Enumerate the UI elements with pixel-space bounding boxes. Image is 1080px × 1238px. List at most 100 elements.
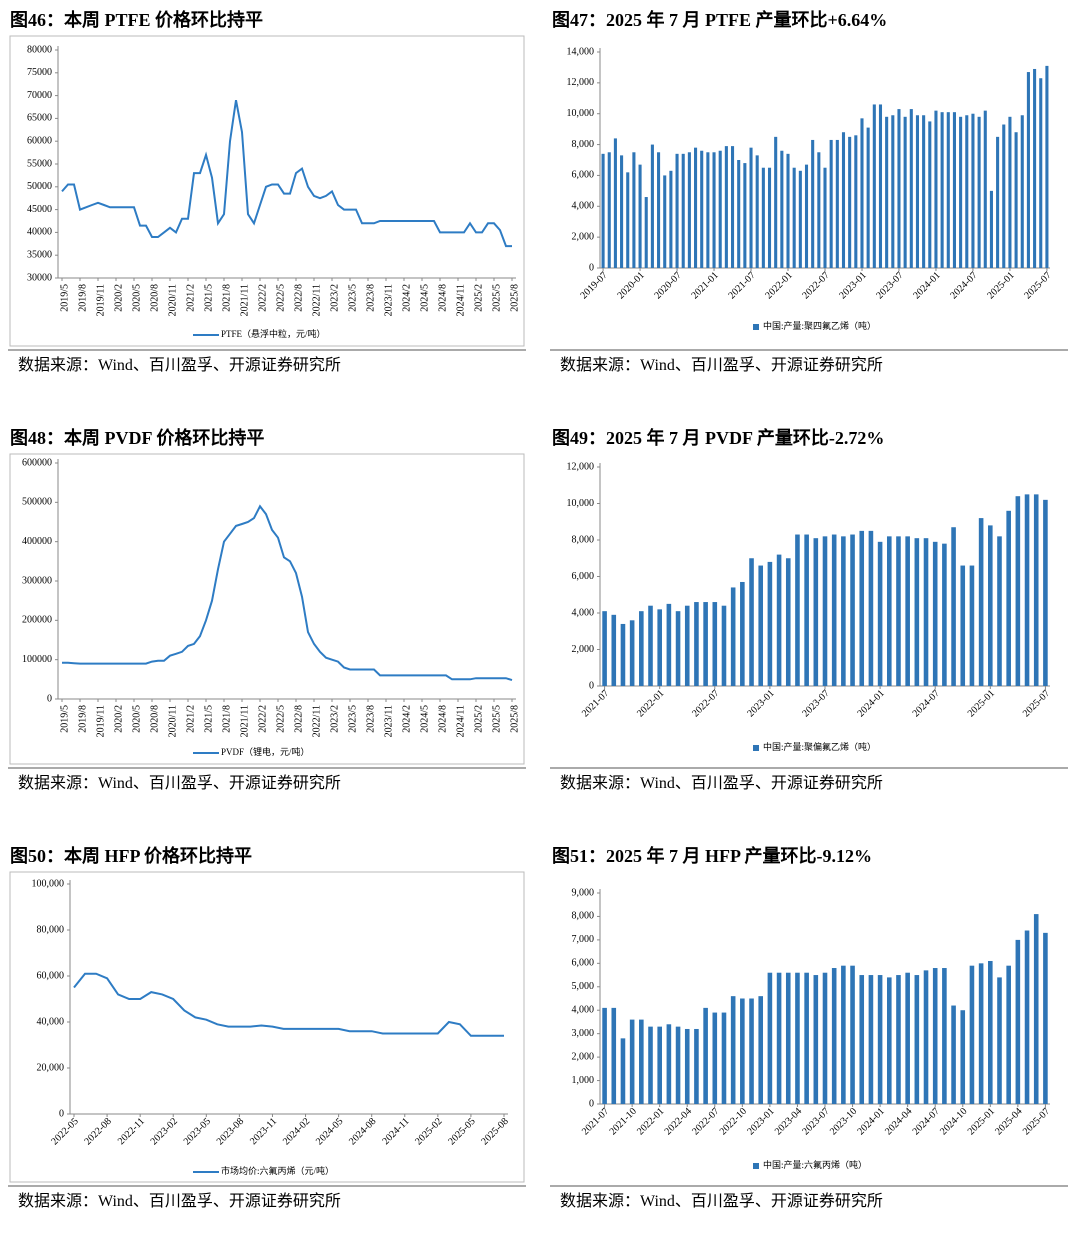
x-tick-label: 2023-01 (745, 688, 776, 719)
legend-label: 市场均价:六氟丙烯（元/吨） (221, 1165, 334, 1176)
chart-title: 图50：本周 HFP 价格环比持平 (10, 845, 252, 866)
bar (721, 605, 727, 686)
y-tick-label: 300000 (22, 575, 52, 586)
x-tick-label: 2025-02 (413, 1116, 444, 1147)
bar (1002, 124, 1006, 268)
x-tick-label: 2023/11 (383, 705, 394, 737)
x-tick-label: 2019-07 (578, 270, 609, 301)
chart-title: 图47：2025 年 7 月 PTFE 产量环比+6.64% (552, 9, 887, 30)
bar (758, 565, 764, 686)
bar (817, 152, 821, 268)
bar (785, 558, 791, 686)
bar (749, 147, 753, 268)
bar (914, 975, 920, 1104)
bar (850, 965, 855, 1104)
x-tick-label: 2023/2 (329, 705, 340, 733)
x-tick-label: 2022/8 (293, 284, 304, 312)
price-line (62, 504, 513, 682)
y-tick-label: 35000 (27, 249, 52, 260)
bar (896, 536, 901, 686)
x-tick-label: 2021/5 (203, 705, 214, 733)
bar (1015, 496, 1021, 686)
x-tick-label: 2025-07 (1021, 688, 1052, 719)
bar (1043, 499, 1048, 686)
legend-swatch (753, 1163, 759, 1169)
x-tick-label: 2025/2 (473, 284, 484, 312)
bar (988, 525, 993, 686)
bar (638, 164, 642, 268)
y-tick-label: 6,000 (572, 958, 595, 969)
x-tick-label: 2022/2 (257, 705, 268, 733)
bar (650, 144, 654, 268)
x-tick-label: 2022-07 (800, 270, 831, 301)
source-note: 数据来源：Wind、百川盈孚、开源证券研究所 (560, 774, 883, 792)
bar (831, 534, 837, 686)
x-tick-label: 2022-10 (718, 1106, 749, 1137)
bar (767, 561, 773, 686)
bar (681, 153, 685, 268)
bar (620, 623, 626, 686)
bar (740, 998, 745, 1104)
x-tick-label: 2023/11 (383, 284, 394, 316)
y-tick-label: 55000 (27, 158, 52, 169)
source-note: 数据来源：Wind、百川盈孚、开源证券研究所 (560, 1192, 883, 1210)
x-tick-label: 2022/2 (257, 284, 268, 312)
bar (755, 155, 759, 268)
bar (934, 110, 938, 268)
bar (965, 115, 969, 268)
bar (749, 558, 754, 686)
bar (730, 146, 735, 268)
x-tick-label: 2025-01 (966, 1106, 997, 1137)
x-tick-label: 2022-04 (663, 1106, 694, 1137)
y-tick-label: 4,000 (572, 1005, 595, 1016)
x-tick-label: 2022-01 (635, 1106, 666, 1137)
y-tick-label: 200000 (22, 615, 52, 626)
bar (885, 116, 889, 268)
bar (804, 972, 809, 1104)
bar (978, 963, 984, 1104)
bar (1043, 932, 1048, 1104)
bar (792, 167, 796, 268)
bar (767, 167, 772, 268)
x-tick-label: 2019/11 (95, 284, 106, 316)
bar (749, 998, 754, 1104)
x-tick-label: 2025-07 (1022, 270, 1053, 301)
y-tick-label: 12,000 (567, 77, 595, 88)
bar (666, 1024, 672, 1104)
x-tick-label: 2023/2 (329, 284, 340, 312)
y-tick-label: 70000 (27, 90, 52, 101)
bar (712, 1012, 718, 1104)
bar (785, 972, 791, 1104)
bar (1006, 510, 1011, 686)
bar (774, 136, 778, 268)
bar (1045, 65, 1049, 268)
bar (977, 116, 981, 268)
x-tick-label: 2024-05 (314, 1116, 345, 1147)
x-tick-label: 2024/11 (455, 705, 466, 737)
source-note: 数据来源：Wind、百川盈孚、开源证券研究所 (18, 1192, 341, 1210)
chart-title: 图51：2025 年 7 月 HFP 产量环比-9.12% (552, 845, 872, 866)
bar (997, 536, 1002, 686)
bar (804, 164, 809, 268)
bar (712, 152, 716, 268)
x-tick-label: 2024-08 (347, 1116, 378, 1147)
bar (932, 968, 938, 1104)
y-tick-label: 50000 (27, 181, 52, 192)
legend-swatch (753, 745, 759, 751)
y-tick-label: 4,000 (572, 201, 595, 212)
bar (1026, 72, 1030, 268)
y-tick-label: 0 (47, 693, 52, 704)
bar (602, 611, 607, 686)
bar (1020, 115, 1024, 268)
x-tick-label: 2025-01 (985, 270, 1016, 301)
x-tick-label: 2019/5 (59, 284, 70, 312)
x-tick-label: 2022-07 (690, 1106, 721, 1137)
bar (886, 977, 892, 1104)
x-tick-label: 2024-10 (938, 1106, 969, 1137)
bar (607, 152, 611, 268)
y-tick-label: 60000 (27, 135, 52, 146)
bar (969, 565, 975, 686)
x-tick-label: 2024-07 (948, 270, 979, 301)
x-tick-label: 2019/5 (59, 705, 70, 733)
